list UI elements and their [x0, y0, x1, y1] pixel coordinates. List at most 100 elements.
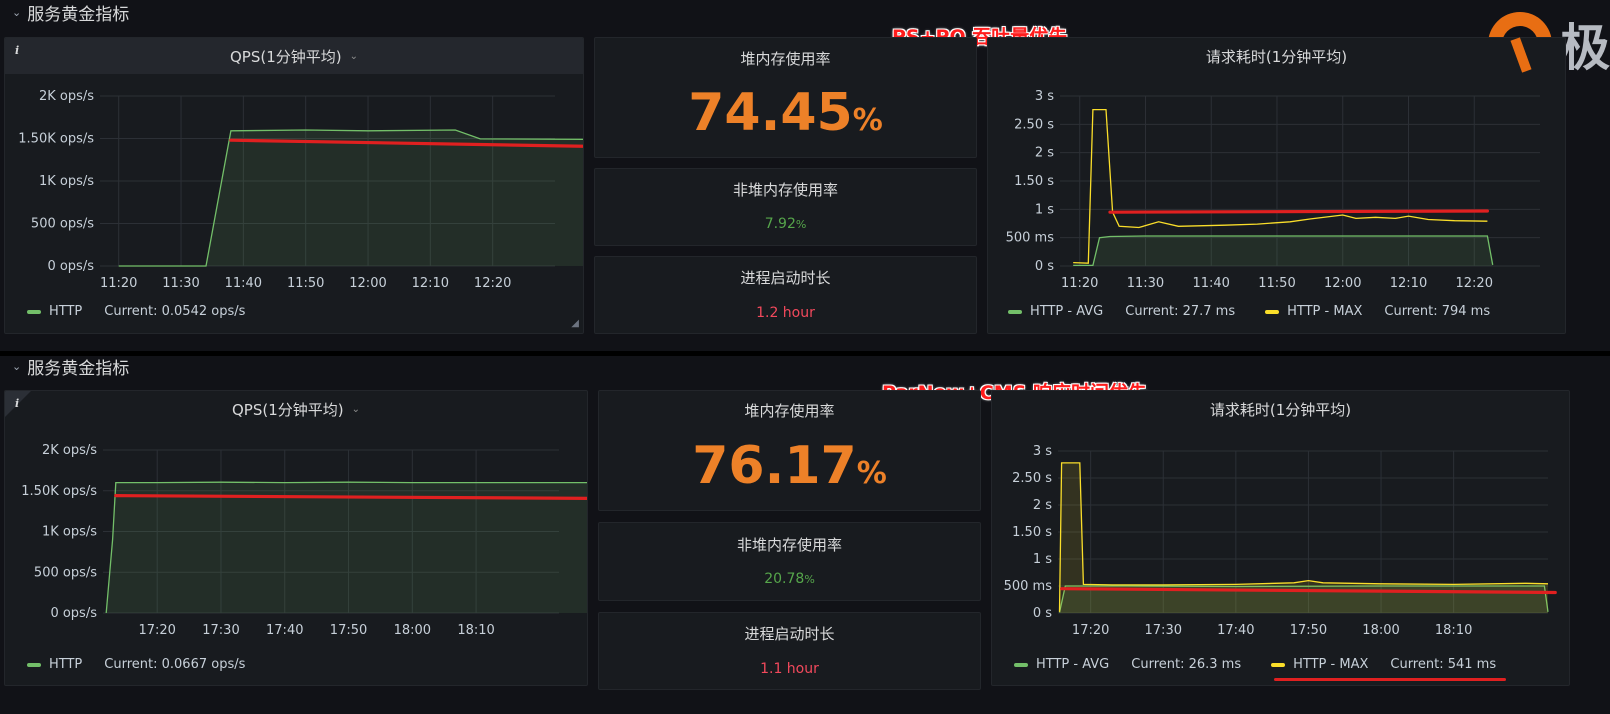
y-tick-label: 500 ops/s [31, 217, 94, 232]
legend-swatch [1271, 662, 1286, 667]
chevron-down-icon[interactable]: ⌄ [351, 403, 360, 415]
y-tick-label: 3 s [1035, 89, 1054, 104]
qps-chart: 2K ops/s 1.50K ops/s 1K ops/s 500 ops/s 0 op… [21, 443, 587, 638]
series-line [1058, 585, 1549, 613]
x-tick-label: 17:40 [266, 623, 303, 638]
x-tick-label: 12:10 [412, 276, 449, 291]
row-title: 服务黄金指标 [27, 359, 130, 379]
series-area [1073, 236, 1493, 266]
latency-chart: 3 s 2.50 s 2 s 1.50 s 1 s 500 ms 0 s 17:20 17:30… [1004, 444, 1557, 638]
qps-panel[interactable]: i QPS(1分钟平均) ⌄ 2K ops/s 1.50K ops/s 1K ops… [4, 390, 588, 686]
x-tick-label: 17:50 [330, 623, 367, 638]
y-tick-label: 1.50 s [1014, 174, 1054, 189]
info-corner [5, 391, 31, 417]
panel-title: 非堆内存使用率 [732, 181, 838, 199]
y-tick-label: 0 s [1033, 606, 1052, 621]
x-tick-label: 17:20 [138, 623, 175, 638]
y-tick-label: 2K ops/s [39, 89, 94, 104]
row-title: 服务黄金指标 [27, 5, 130, 25]
x-tick-label: 12:20 [474, 276, 511, 291]
panel-title: QPS(1分钟平均) [229, 47, 342, 66]
panel-header[interactable]: 请求耗时(1分钟平均) [992, 391, 1569, 427]
row-header[interactable]: ⌄ 服务黄金指标 [12, 0, 129, 25]
y-tick-label: 500 ms [1004, 579, 1053, 594]
legend-label[interactable]: HTTP - AVG [1030, 304, 1104, 319]
y-tick-label: 1.50 s [1012, 525, 1052, 540]
row-header[interactable]: ⌄ 服务黄金指标 [12, 354, 129, 379]
heap-usage-panel[interactable]: 堆内存使用率 76.17% [598, 390, 981, 511]
underline-annotation [1274, 678, 1506, 681]
annotation-line [229, 138, 583, 148]
panel-header[interactable]: QPS(1分钟平均) ⌄ [5, 38, 583, 74]
uptime-value: 1.2 hour [756, 305, 815, 321]
nonheap-usage-panel[interactable]: 非堆内存使用率 7.92% [594, 168, 977, 246]
chart-legend: HTTP Current: 0.0542 ops/s [27, 304, 245, 319]
legend-current: Current: 26.3 ms [1131, 657, 1242, 672]
uptime-panel[interactable]: 进程启动时长 1.2 hour [594, 256, 977, 334]
x-tick-label: 18:00 [1362, 623, 1399, 638]
nonheap-usage-value: 20.78% [599, 571, 980, 587]
legend-label[interactable]: HTTP - AVG [1036, 657, 1110, 672]
series-line [1073, 108, 1488, 264]
y-tick-label: 0 s [1035, 259, 1054, 274]
heap-usage-value: 76.17% [599, 436, 980, 496]
heap-usage-value: 74.45% [595, 83, 976, 143]
chart-legend: HTTP Current: 0.0667 ops/s [27, 657, 245, 672]
latency-panel[interactable]: 请求耗时(1分钟平均) 3 s 2.50 s 2 s 1.50 s 1 s 500 ms 0… [991, 390, 1570, 686]
y-tick-label: 2.50 s [1014, 117, 1054, 132]
x-tick-label: 12:20 [1456, 276, 1493, 291]
y-tick-label: 2K ops/s [42, 443, 97, 458]
info-icon[interactable]: i [15, 44, 20, 57]
panel-title: 请求耗时(1分钟平均) [1209, 400, 1352, 419]
legend-swatch [1008, 309, 1022, 314]
info-icon[interactable]: i [15, 397, 20, 410]
heap-usage-panel[interactable]: 堆内存使用率 74.45% [594, 37, 977, 158]
legend-current: Current: 0.0542 ops/s [104, 304, 246, 319]
nonheap-usage-panel[interactable]: 非堆内存使用率 20.78% [598, 522, 981, 601]
legend-current: Current: 541 ms [1390, 657, 1497, 672]
chevron-down-icon[interactable]: ⌄ [349, 50, 358, 62]
legend-label[interactable]: HTTP [49, 657, 83, 672]
x-tick-label: 11:30 [1127, 276, 1164, 291]
qps-panel[interactable]: QPS(1分钟平均) ⌄ i 2K ops/s 1.50K ops/s 1K ops… [4, 37, 584, 334]
uptime-value: 1.1 hour [760, 661, 819, 677]
panel-header[interactable]: QPS(1分钟平均) ⌄ [5, 391, 587, 427]
series-line [118, 129, 583, 267]
chart-legend: HTTP - AVG Current: 26.3 ms HTTP - MAX Curr… [1014, 657, 1496, 672]
panel-title: 非堆内存使用率 [736, 536, 842, 554]
stat-number: 20.78 [764, 571, 805, 587]
y-tick-label: 0 ops/s [47, 259, 94, 274]
x-tick-label: 18:10 [1435, 623, 1472, 638]
uptime-panel[interactable]: 进程启动时长 1.1 hour [598, 612, 981, 690]
y-tick-label: 1K ops/s [42, 525, 97, 540]
legend-label[interactable]: HTTP [49, 304, 83, 319]
legend-label[interactable]: HTTP - MAX [1287, 304, 1363, 319]
legend-swatch [1265, 309, 1280, 314]
legend-label[interactable]: HTTP - MAX [1293, 657, 1369, 672]
panel-title: 堆内存使用率 [744, 402, 835, 420]
legend-current: Current: 0.0667 ops/s [104, 657, 246, 672]
x-tick-label: 11:40 [225, 276, 262, 291]
annotation-line [1108, 209, 1489, 214]
series-area [118, 130, 583, 266]
stat-unit: % [804, 573, 815, 586]
x-tick-label: 17:40 [1217, 623, 1254, 638]
panel-title: 请求耗时(1分钟平均) [1205, 47, 1348, 66]
latency-panel[interactable]: 请求耗时(1分钟平均) 3 s 2.50 s 2 s 1.50 s 1 s 500 ms 0… [987, 37, 1566, 334]
y-tick-label: 500 ms [1006, 231, 1055, 246]
panel-header[interactable]: 请求耗时(1分钟平均) [988, 38, 1565, 74]
x-tick-label: 11:50 [287, 276, 324, 291]
series-line [1058, 462, 1549, 612]
x-tick-label: 18:00 [394, 623, 431, 638]
series-line [105, 481, 587, 614]
resize-handle-icon[interactable]: ◢ [571, 318, 579, 329]
x-tick-label: 12:10 [1390, 276, 1427, 291]
legend-swatch [1014, 662, 1028, 667]
legend-swatch [27, 309, 41, 314]
y-tick-label: 1.50K ops/s [21, 484, 97, 499]
series-line [1073, 235, 1494, 267]
x-tick-label: 17:20 [1072, 623, 1109, 638]
series-area [106, 482, 587, 613]
x-tick-label: 12:00 [1324, 276, 1361, 291]
panel-title: QPS(1分钟平均) [231, 400, 344, 419]
